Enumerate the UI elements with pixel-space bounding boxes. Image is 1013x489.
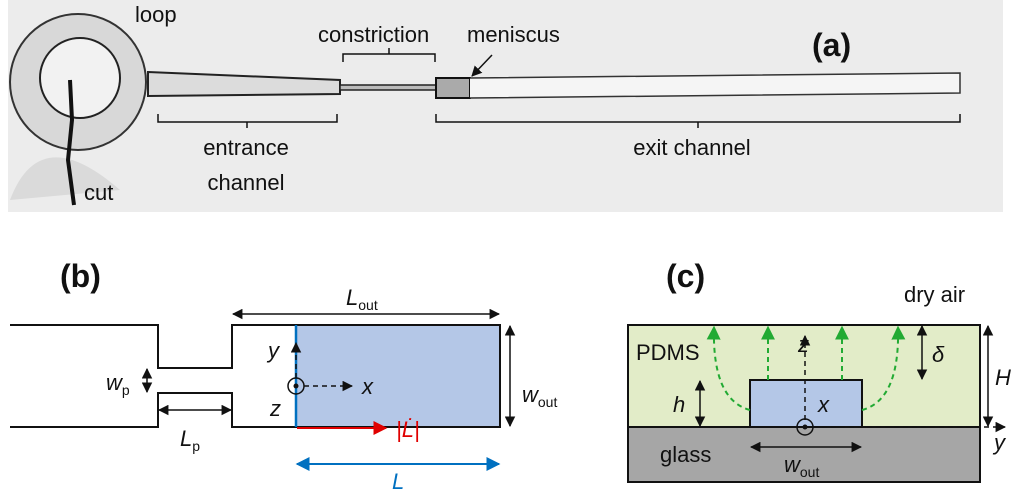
panel-b: (b) Lout wout wp Lp y x z |L̇| L xyxy=(10,258,557,489)
vapor-flux xyxy=(706,325,906,411)
constriction xyxy=(339,84,437,91)
panel-a: loop constriction meniscus (a) entrance … xyxy=(8,0,1003,212)
loop-inner xyxy=(39,37,121,119)
label: exit channel xyxy=(633,135,750,160)
bracket xyxy=(157,114,338,128)
bracket xyxy=(435,114,961,128)
arrow xyxy=(471,54,493,77)
axis-label: z xyxy=(797,332,809,357)
flux-line xyxy=(861,325,906,411)
label: meniscus xyxy=(467,22,560,47)
symbol: L xyxy=(392,469,404,489)
label: dry air xyxy=(904,282,965,307)
symbol: Lp xyxy=(180,426,200,454)
label: loop xyxy=(135,2,177,27)
label: cut xyxy=(84,180,113,205)
symbol: wp xyxy=(106,370,130,398)
axis-label: y xyxy=(266,338,281,363)
liquid xyxy=(296,325,500,427)
symbol: wout xyxy=(784,452,819,480)
axis-origin-dot xyxy=(293,383,299,389)
panel-label: (c) xyxy=(666,258,705,294)
label: glass xyxy=(660,442,711,467)
axis-label: x xyxy=(361,374,374,399)
cut-line xyxy=(65,79,76,206)
panel-c: (c) dry air PDMS glass z x y δ H h wout xyxy=(627,258,1011,483)
cut-region xyxy=(10,157,120,200)
label: entrance xyxy=(203,135,289,160)
symbol: Lout xyxy=(346,285,378,313)
flux-line xyxy=(706,325,751,411)
axis-origin-dot xyxy=(802,424,808,430)
symbol: H xyxy=(995,365,1011,390)
label: channel xyxy=(207,170,284,195)
axis-origin xyxy=(796,418,814,436)
glass xyxy=(627,426,981,483)
panel-label: (a) xyxy=(812,27,851,63)
bracket xyxy=(342,48,436,62)
symbol: h xyxy=(673,392,685,417)
symbol: wout xyxy=(522,382,557,410)
axis-label: x xyxy=(817,392,830,417)
axis-label: z xyxy=(269,396,281,421)
label: PDMS xyxy=(636,340,700,365)
entrance-channel xyxy=(147,70,341,98)
axis-label: y xyxy=(992,430,1007,455)
symbol: δ xyxy=(932,342,945,367)
channel-outline xyxy=(10,324,501,428)
meniscus xyxy=(435,77,471,99)
symbol: |L̇| xyxy=(396,417,420,442)
photo-background xyxy=(8,0,1003,212)
label: constriction xyxy=(318,22,429,47)
channel xyxy=(749,379,863,428)
exit-channel xyxy=(469,72,961,99)
panel-label: (b) xyxy=(60,258,101,294)
